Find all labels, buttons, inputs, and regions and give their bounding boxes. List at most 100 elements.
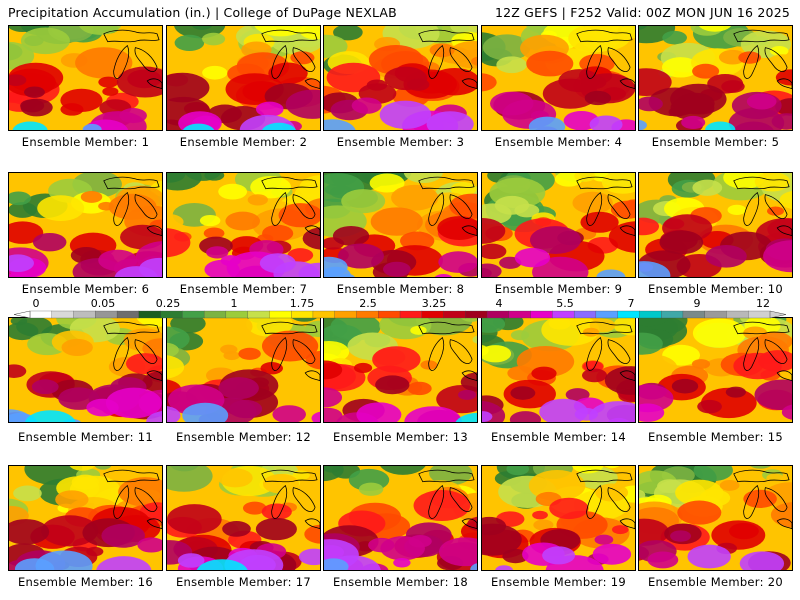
colorbar-swatch <box>726 310 749 319</box>
colorbar-swatch <box>95 310 118 319</box>
colorbar-swatch <box>399 310 423 319</box>
colorbar-tick-label: 3.25 <box>421 297 447 310</box>
precip-field <box>167 26 320 130</box>
great-lakes-outline <box>733 176 792 237</box>
great-lakes-outline <box>261 469 320 530</box>
ensemble-member-caption: Ensemble Member: 1 <box>21 135 150 149</box>
colorbar-swatch <box>617 310 640 319</box>
great-lakes-outline <box>103 469 162 530</box>
ensemble-member-map <box>481 317 636 423</box>
valid-time-label: 12Z GEFS | F252 Valid: 00Z MON JUN 16 20… <box>494 5 790 20</box>
colorbar-swatch <box>530 310 553 319</box>
colorbar-swatch <box>356 310 379 319</box>
ensemble-member-map <box>638 317 793 423</box>
ensemble-member-caption: Ensemble Member: 19 <box>490 575 626 589</box>
colorbar-swatch <box>595 310 619 319</box>
colorbar-swatch <box>639 310 662 319</box>
colorbar-swatch <box>116 310 140 319</box>
colorbar-tick-label: 0.05 <box>90 297 116 310</box>
great-lakes-outline <box>733 29 792 90</box>
colorbar-swatch <box>573 310 597 319</box>
ensemble-member-caption: Ensemble Member: 4 <box>494 135 623 149</box>
great-lakes-outline <box>103 29 162 90</box>
colorbar-tick-label: 0.25 <box>155 297 181 310</box>
ensemble-member-caption: Ensemble Member: 3 <box>336 135 465 149</box>
ensemble-member-caption: Ensemble Member: 14 <box>490 430 626 444</box>
colorbar-swatch <box>748 310 771 319</box>
colorbar-swatch <box>312 310 336 319</box>
ensemble-member-map <box>481 172 636 278</box>
colorbar-swatch <box>508 310 532 319</box>
colorbar-swatch <box>51 310 74 319</box>
ensemble-member-map <box>638 465 793 571</box>
colorbar-swatch <box>269 310 292 319</box>
colorbar-swatch <box>160 310 183 319</box>
great-lakes-outline <box>261 29 320 90</box>
colorbar-swatch <box>486 310 510 319</box>
colorbar-swatch <box>334 310 357 319</box>
ensemble-member-map <box>323 25 478 131</box>
precip-field <box>324 173 477 277</box>
ensemble-member-map <box>481 25 636 131</box>
ensemble-member-caption: Ensemble Member: 2 <box>179 135 308 149</box>
ensemble-member-caption: Ensemble Member: 15 <box>647 430 783 444</box>
great-lakes-outline <box>418 321 477 382</box>
colorbar-swatch <box>443 310 466 319</box>
colorbar-min-arrow <box>14 310 31 319</box>
colorbar-tick-label: 4 <box>495 297 503 310</box>
ensemble-member-map <box>323 465 478 571</box>
colorbar-swatch <box>203 310 227 319</box>
precip-field <box>9 173 162 277</box>
ensemble-member-map <box>166 317 321 423</box>
precip-field <box>482 318 635 422</box>
colorbar-tick-label: 1.75 <box>289 297 315 310</box>
precip-field <box>9 26 162 130</box>
great-lakes-outline <box>418 469 477 530</box>
great-lakes-outline <box>576 321 635 382</box>
ensemble-member-map <box>8 465 163 571</box>
ensemble-member-map <box>481 465 636 571</box>
colorbar-swatch <box>138 310 162 319</box>
colorbar-swatch <box>73 310 96 319</box>
colorbar-tick-label: 12 <box>756 297 770 310</box>
colorbar-swatch <box>225 310 249 319</box>
precip-field <box>324 318 477 422</box>
ensemble-member-caption: Ensemble Member: 17 <box>175 575 311 589</box>
colorbar-swatch <box>291 310 314 319</box>
great-lakes-outline <box>103 321 162 382</box>
ensemble-member-caption: Ensemble Member: 9 <box>494 282 623 296</box>
ensemble-member-caption: Ensemble Member: 11 <box>17 430 153 444</box>
ensemble-member-caption: Ensemble Member: 16 <box>17 575 153 589</box>
precip-field <box>167 318 320 422</box>
ensemble-member-caption: Ensemble Member: 18 <box>332 575 468 589</box>
precip-field <box>9 466 162 570</box>
precip-field <box>324 26 477 130</box>
colorbar-swatch <box>682 310 706 319</box>
colorbar-tick-label: 1 <box>230 297 238 310</box>
great-lakes-outline <box>103 176 162 237</box>
precip-field <box>639 26 792 130</box>
colorbar-max-arrow <box>769 310 786 319</box>
ensemble-member-map <box>8 317 163 423</box>
ensemble-member-map <box>323 172 478 278</box>
ensemble-member-caption: Ensemble Member: 7 <box>179 282 308 296</box>
great-lakes-outline <box>576 469 635 530</box>
precip-field <box>9 318 162 422</box>
precip-field <box>482 173 635 277</box>
great-lakes-outline <box>576 176 635 237</box>
colorbar-swatch <box>182 310 205 319</box>
ensemble-member-caption: Ensemble Member: 10 <box>647 282 783 296</box>
great-lakes-outline <box>261 321 320 382</box>
ensemble-member-map <box>166 465 321 571</box>
ensemble-member-caption: Ensemble Member: 6 <box>21 282 150 296</box>
ensemble-member-caption: Ensemble Member: 12 <box>175 430 311 444</box>
ensemble-member-map <box>166 172 321 278</box>
precip-colorbar <box>14 310 786 319</box>
colorbar-swatch <box>552 310 575 319</box>
colorbar-tick-label: 0 <box>32 297 40 310</box>
ensemble-member-caption: Ensemble Member: 8 <box>336 282 465 296</box>
ensemble-member-map <box>8 172 163 278</box>
colorbar-tick-label: 7 <box>627 297 635 310</box>
colorbar-tick-label: 2.5 <box>359 297 377 310</box>
ensemble-member-map <box>638 25 793 131</box>
